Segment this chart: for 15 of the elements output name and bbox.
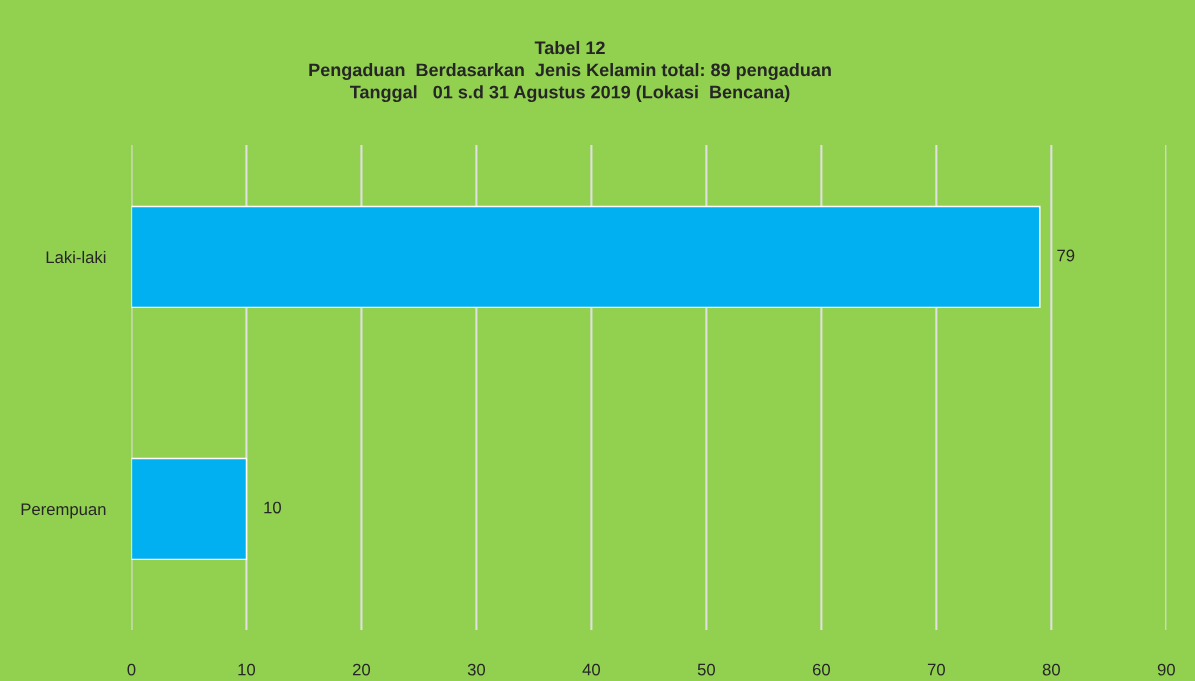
x-tick-label: 80 [1042, 663, 1060, 676]
data-label: 79 [1057, 249, 1075, 262]
x-tick-label: 70 [927, 663, 945, 676]
y-tick-label: Perempuan [21, 503, 106, 519]
x-tick-label: 50 [697, 663, 715, 676]
x-tick-label: 60 [812, 663, 830, 676]
x-tick-label: 30 [467, 663, 486, 676]
x-tick-label: 10 [238, 663, 256, 676]
x-tick-label: 0 [127, 663, 136, 676]
x-tick-label: 40 [582, 663, 601, 676]
x-tick-label: 20 [352, 663, 371, 676]
chart-title: Tabel 12 Pengaduan Berdasarkan Jenis Kelamin total: 89 pengaduan Tanggal 01 s.d 31 Agustus 2019 (Lokasi Bencana) [309, 40, 831, 103]
y-tick-label: Laki-laki [46, 250, 106, 264]
x-tick-label: 90 [1157, 663, 1175, 676]
data-label: 10 [264, 501, 281, 514]
